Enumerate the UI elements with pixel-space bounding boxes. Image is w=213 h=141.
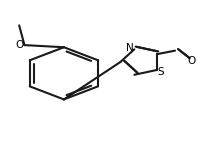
- Text: O: O: [15, 40, 23, 50]
- Text: O: O: [187, 56, 195, 66]
- Text: S: S: [157, 67, 164, 77]
- Text: N: N: [126, 43, 134, 53]
